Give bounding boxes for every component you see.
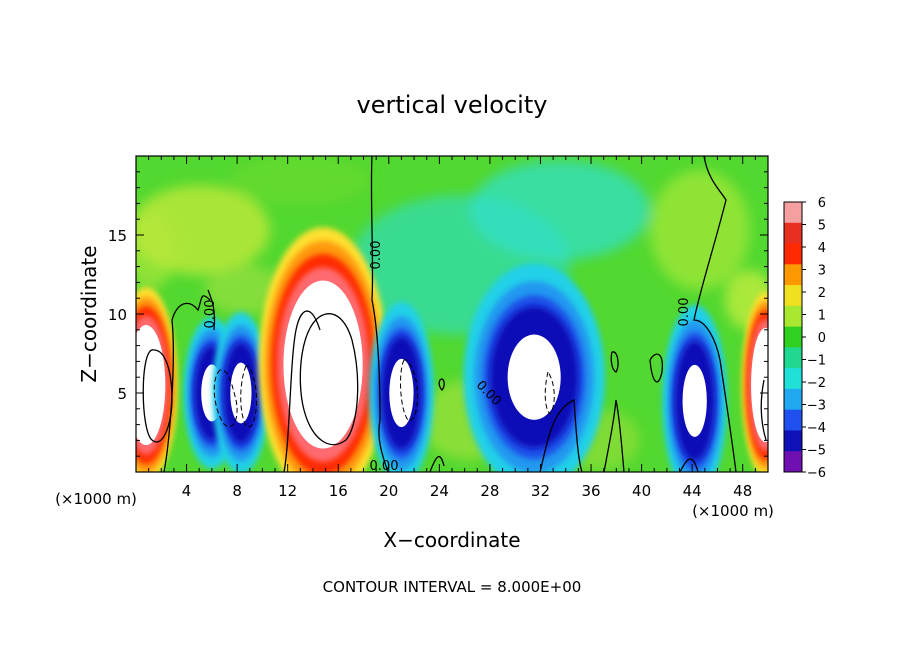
updraft-cell-3 bbox=[258, 227, 388, 472]
y-axis-label: Z−coordinate bbox=[77, 245, 101, 382]
colorbar-swatch bbox=[784, 326, 802, 348]
plot-area bbox=[136, 156, 768, 472]
y-tick-label: 15 bbox=[108, 227, 127, 245]
colorbar-swatch bbox=[784, 222, 802, 245]
colorbar-label: −1 bbox=[807, 354, 826, 369]
x-axis-label: X−coordinate bbox=[383, 528, 520, 552]
colorbar-label: 1 bbox=[818, 309, 826, 324]
colorbar-swatch bbox=[784, 451, 802, 473]
downdraft-cell-5 bbox=[463, 263, 605, 472]
x-axis: 4 8 12 16 20 24 28 32 36 40 44 48 bbox=[148, 156, 756, 500]
colorbar-swatch bbox=[784, 347, 802, 369]
x-tick-label: 28 bbox=[480, 482, 499, 500]
colorbar-label: −6 bbox=[807, 466, 826, 481]
contour-dashed-lines bbox=[213, 359, 555, 428]
contour-label-3: 0.00 bbox=[677, 298, 692, 327]
updraft-cell-0 bbox=[136, 287, 178, 472]
x-tick-label: 4 bbox=[182, 482, 192, 500]
contour-label-0: 0.00 bbox=[369, 241, 384, 270]
colorbar-swatch bbox=[784, 430, 802, 452]
field-features bbox=[136, 227, 768, 472]
contour-label-4: 0.00 bbox=[370, 459, 399, 474]
x-unit-left: (×1000 m) bbox=[55, 490, 137, 508]
contour-label-1: 0.00 bbox=[203, 300, 218, 329]
x-tick-label: 8 bbox=[232, 482, 242, 500]
colorbar-label: −5 bbox=[807, 444, 826, 459]
colorbar-swatch bbox=[784, 202, 802, 224]
colorbar-swatch bbox=[784, 264, 802, 286]
contour-lines bbox=[142, 156, 767, 472]
colorbar-swatch bbox=[784, 243, 802, 265]
x-tick-label: 48 bbox=[733, 482, 752, 500]
x-tick-label: 44 bbox=[683, 482, 702, 500]
colorbar-label: −4 bbox=[807, 421, 826, 436]
colorbar: 6 5 4 3 2 1 0 −1 −2 −3 −4 −5 −6 bbox=[783, 196, 826, 481]
y-axis: 5 10 15 bbox=[108, 171, 768, 457]
colorbar-label: −2 bbox=[807, 376, 826, 391]
downdraft-cell-6 bbox=[662, 304, 728, 472]
x-tick-label: 24 bbox=[430, 482, 449, 500]
colorbar-label: 2 bbox=[818, 286, 826, 301]
colorbar-label: 5 bbox=[818, 219, 826, 234]
colorbar-label: 3 bbox=[818, 264, 826, 279]
x-tick-label: 20 bbox=[379, 482, 398, 500]
y-tick-label: 5 bbox=[117, 385, 127, 403]
colorbar-label: 4 bbox=[818, 241, 826, 256]
contour-interval-footer: CONTOUR INTERVAL = 8.000E+00 bbox=[323, 578, 582, 596]
colorbar-swatch bbox=[784, 285, 802, 307]
colorbar-label: −3 bbox=[807, 399, 826, 414]
colorbar-label: 6 bbox=[818, 196, 826, 211]
chart-title: vertical velocity bbox=[357, 91, 548, 119]
x-tick-label: 40 bbox=[632, 482, 651, 500]
colorbar-swatch bbox=[784, 305, 802, 328]
colorbar-swatch bbox=[784, 388, 802, 411]
x-unit-right: (×1000 m) bbox=[692, 502, 774, 520]
x-tick-label: 16 bbox=[329, 482, 348, 500]
colorbar-swatch bbox=[784, 409, 802, 431]
x-tick-label: 32 bbox=[531, 482, 550, 500]
y-tick-label: 10 bbox=[108, 306, 127, 324]
colorbar-swatch bbox=[784, 368, 802, 390]
x-tick-label: 12 bbox=[278, 482, 297, 500]
downdraft-cell-4 bbox=[369, 302, 434, 472]
x-tick-label: 36 bbox=[581, 482, 600, 500]
colorbar-label: 0 bbox=[818, 331, 826, 346]
updraft-cell-7 bbox=[741, 292, 768, 472]
